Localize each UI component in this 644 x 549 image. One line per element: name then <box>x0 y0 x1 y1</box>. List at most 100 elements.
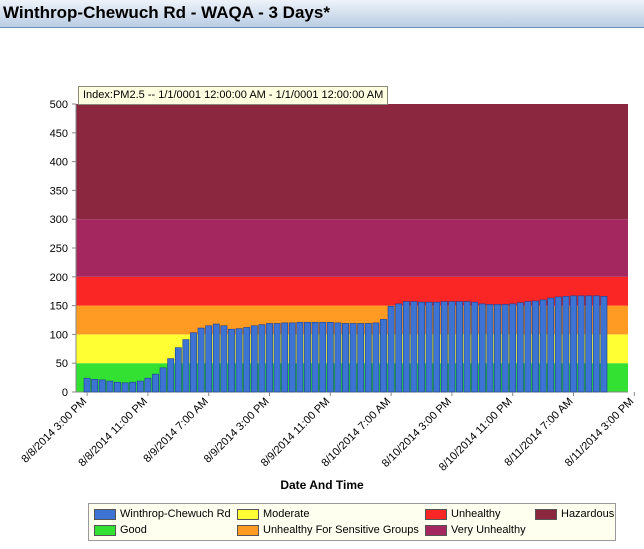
bar <box>296 322 304 393</box>
bar <box>258 324 266 393</box>
legend-swatch-unhealthy <box>425 508 447 520</box>
legend-swatch-very-unhealthy <box>425 524 447 536</box>
bar <box>577 295 585 393</box>
legend-item-series: Winthrop-Chewuch Rd <box>94 506 231 522</box>
x-tick-label: 8/9/2014 7:00 AM <box>141 396 210 465</box>
bar <box>364 323 372 393</box>
bar <box>220 325 228 393</box>
bar <box>509 303 517 393</box>
bar <box>174 347 182 393</box>
bar <box>486 304 494 393</box>
legend-swatch-moderate <box>237 508 259 520</box>
bar <box>334 322 342 393</box>
y-tick-label: 300 <box>50 214 68 226</box>
bar <box>235 328 243 393</box>
bar <box>136 380 144 393</box>
y-tick-label: 250 <box>50 243 68 255</box>
y-tick-label: 200 <box>50 272 68 284</box>
bar <box>144 377 152 393</box>
bar <box>516 302 524 393</box>
bar <box>129 381 137 393</box>
bar <box>288 322 296 393</box>
legend-label-series: Winthrop-Chewuch Rd <box>120 508 231 520</box>
bar <box>570 295 577 393</box>
y-tick-label: 350 <box>50 185 68 197</box>
bar <box>326 322 334 393</box>
x-tick-label: 8/8/2014 11:00 PM <box>76 396 150 470</box>
bar <box>471 301 479 393</box>
y-tick-label: 0 <box>62 387 68 399</box>
legend-swatch-good <box>94 524 116 536</box>
bar <box>478 303 486 393</box>
legend-item-moderate: Moderate <box>237 506 309 522</box>
x-tick-label: 8/11/2014 3:00 PM <box>563 396 637 470</box>
y-tick-label: 150 <box>50 301 68 313</box>
legend-item-very-unhealthy: Very Unhealthy <box>425 522 526 538</box>
y-tick-label: 50 <box>56 358 68 370</box>
bar <box>372 322 380 393</box>
bar <box>121 382 129 393</box>
index-tooltip: Index:PM2.5 -- 1/1/0001 12:00:00 AM - 1/… <box>78 86 389 105</box>
bar <box>228 328 235 393</box>
bar <box>250 325 258 393</box>
bar <box>304 322 311 393</box>
x-tick-label: 8/8/2014 3:00 PM <box>19 396 89 466</box>
bar <box>592 295 600 393</box>
legend-item-good: Good <box>94 522 147 538</box>
bar <box>190 332 197 393</box>
y-tick-label: 400 <box>50 157 68 169</box>
bar <box>319 322 327 393</box>
bar <box>585 295 593 393</box>
window-title: Winthrop-Chewuch Rd - WAQA - 3 Days* <box>3 3 330 22</box>
legend-swatch-usg <box>237 524 259 536</box>
bar <box>114 381 121 393</box>
y-tick-label: 450 <box>50 128 68 140</box>
legend-label-unhealthy: Unhealthy <box>451 508 501 520</box>
bar <box>539 299 547 393</box>
legend-label-good: Good <box>120 524 147 536</box>
x-tick-label: 8/9/2014 3:00 PM <box>202 396 272 466</box>
bar <box>463 301 471 393</box>
bar <box>106 380 114 393</box>
bar <box>440 301 448 393</box>
aqi-band-very-unhealthy <box>76 219 628 277</box>
y-tick-label: 100 <box>50 329 68 341</box>
legend-label-hazardous: Hazardous <box>561 508 615 520</box>
bar <box>547 297 555 393</box>
y-tick-label: 500 <box>50 99 68 111</box>
bar <box>501 304 509 393</box>
bar <box>357 323 365 393</box>
bar <box>311 322 319 393</box>
aqi-band-hazardous <box>76 104 628 220</box>
bar <box>266 323 273 393</box>
bar <box>448 301 456 393</box>
bar <box>349 323 357 393</box>
bar <box>205 325 213 393</box>
bar <box>273 323 281 393</box>
bar <box>387 305 395 393</box>
bar <box>182 339 190 393</box>
bar <box>433 301 441 393</box>
bar <box>456 301 463 393</box>
bar <box>380 319 387 393</box>
bar <box>410 301 418 393</box>
bar <box>197 327 205 393</box>
legend-label-usg: Unhealthy For Sensitive Groups <box>263 524 419 536</box>
bar <box>524 301 532 393</box>
window-titlebar: Winthrop-Chewuch Rd - WAQA - 3 Days* <box>0 0 644 28</box>
bar <box>243 327 251 393</box>
bar <box>98 379 106 393</box>
legend-item-usg: Unhealthy For Sensitive Groups <box>237 522 419 538</box>
bar <box>212 323 220 393</box>
bar <box>494 304 501 393</box>
bar <box>91 379 99 393</box>
x-axis-title: Date And Time <box>280 478 364 492</box>
bar <box>532 300 539 393</box>
chart-legend: Winthrop-Chewuch Rd Moderate Unhealthy H… <box>88 503 616 541</box>
bar <box>562 296 570 393</box>
bar <box>83 377 91 393</box>
bar <box>418 301 425 393</box>
bar <box>554 296 562 393</box>
bar <box>425 301 433 393</box>
